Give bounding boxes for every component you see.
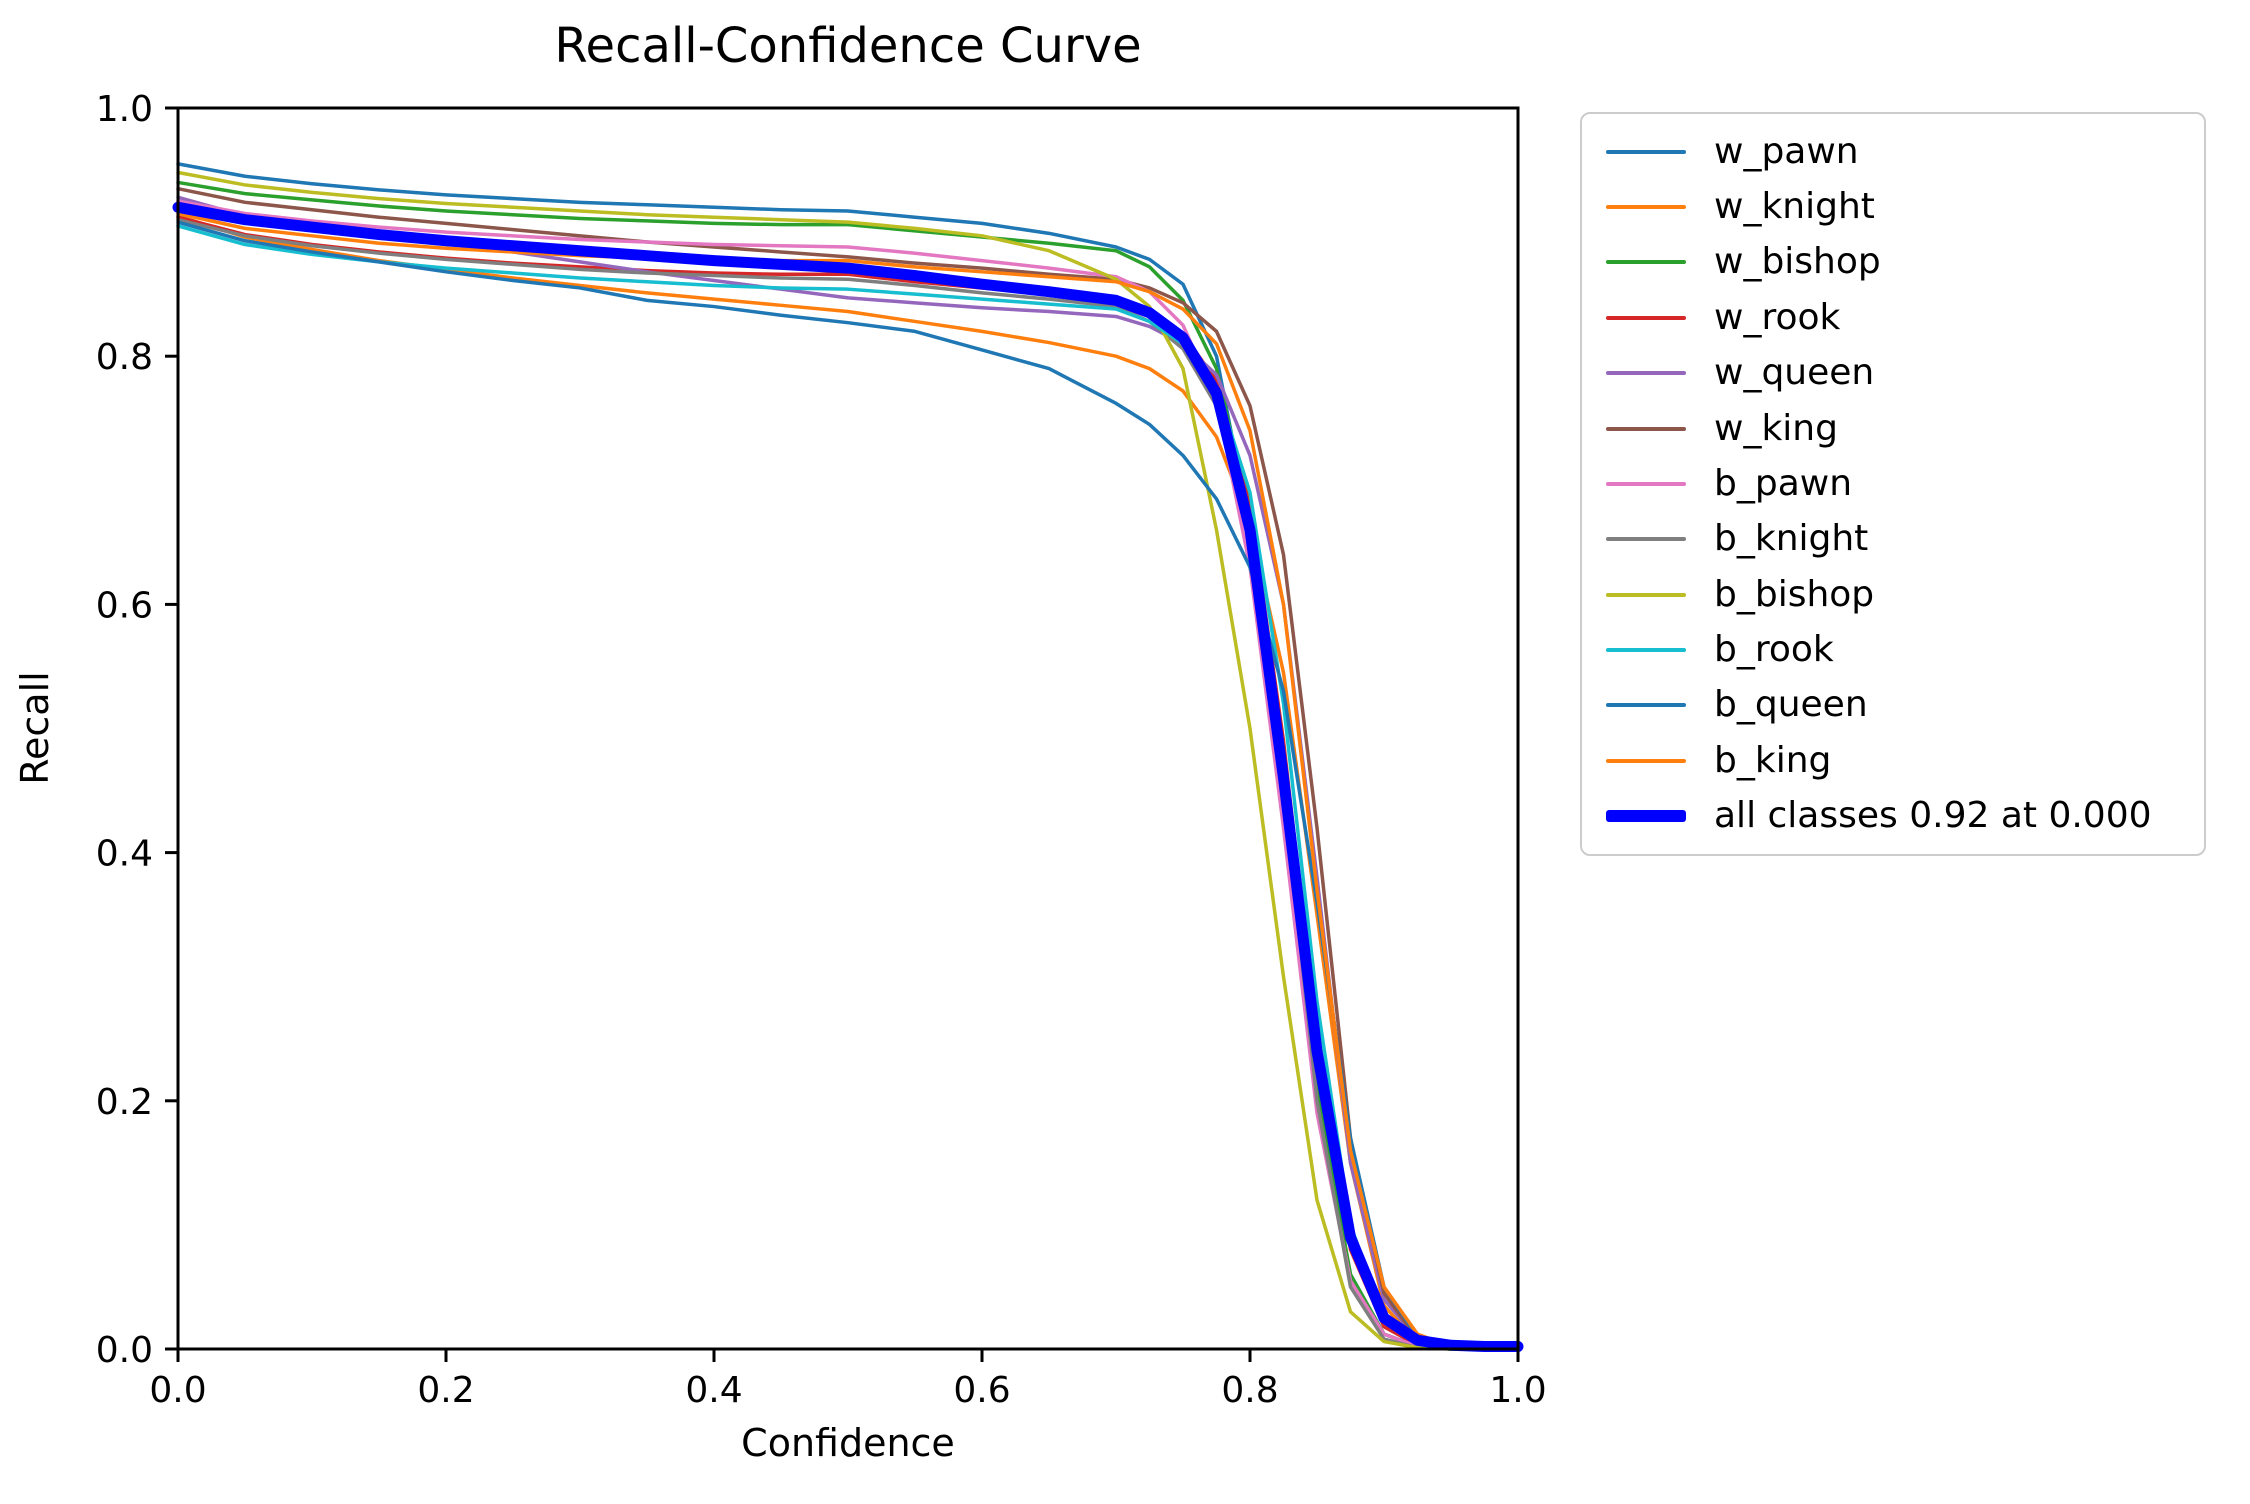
- series-line-b_knight: [176, 217, 1520, 1351]
- legend-item-w_bishop: w_bishop: [1582, 235, 2204, 289]
- legend-label: b_bishop: [1714, 573, 1875, 615]
- legend-item-b_pawn: b_pawn: [1582, 457, 2204, 511]
- x-tick-label: 0.0: [149, 1370, 206, 1411]
- legend: w_pawn w_knight w_bishop w_rook w_queen w_kin…: [1580, 112, 2206, 856]
- x-tick-label: 0.8: [1221, 1370, 1278, 1411]
- legend-item-w_pawn: w_pawn: [1582, 125, 2204, 179]
- legend-swatch: [1606, 149, 1686, 154]
- series-lines: [172, 162, 1524, 1353]
- legend-label: w_queen: [1714, 352, 1875, 394]
- y-tick-label: 0.8: [96, 337, 153, 378]
- legend-swatch: [1606, 371, 1686, 376]
- series-line-all-classes-0-92-at-0-000: [172, 201, 1524, 1353]
- legend-item-b_king: b_king: [1582, 734, 2204, 788]
- legend-swatch: [1606, 810, 1686, 823]
- series-line-w_pawn: [176, 162, 1520, 1351]
- legend-label: b_knight: [1714, 518, 1869, 560]
- x-axis-ticks: 0.0 0.2 0.4 0.6 0.8 1.0: [149, 1349, 1547, 1411]
- legend-item-w_queen: w_queen: [1582, 346, 2204, 400]
- legend-item-w_knight: w_knight: [1582, 180, 2204, 234]
- series-line-w_rook: [176, 215, 1520, 1351]
- y-axis-ticks: 0.0 0.2 0.4 0.6 0.8 1.0: [96, 89, 178, 1371]
- legend-item-b_queen: b_queen: [1582, 678, 2204, 732]
- y-tick-label: 0.2: [96, 1082, 153, 1123]
- legend-label: w_bishop: [1714, 241, 1881, 283]
- series-line-w_bishop: [176, 180, 1520, 1351]
- x-tick-label: 0.2: [417, 1370, 474, 1411]
- legend-item-b_knight: b_knight: [1582, 512, 2204, 566]
- legend-label: b_king: [1714, 739, 1832, 781]
- legend-item-all-classes-0-92-at-0-000: all classes 0.92 at 0.000: [1582, 789, 2204, 843]
- series-line-b_rook: [176, 224, 1520, 1351]
- legend-item-w_rook: w_rook: [1582, 291, 2204, 345]
- series-line-w_queen: [176, 195, 1520, 1351]
- legend-swatch: [1606, 315, 1686, 320]
- legend-label: w_knight: [1714, 186, 1875, 228]
- legend-label: w_king: [1714, 407, 1838, 449]
- y-axis-label: Recall: [13, 671, 57, 784]
- legend-swatch: [1606, 260, 1686, 265]
- series-line-b_queen: [176, 220, 1520, 1351]
- plot-border: [176, 106, 1520, 1351]
- legend-label: w_rook: [1714, 296, 1841, 338]
- legend-item-b_bishop: b_bishop: [1582, 568, 2204, 622]
- legend-swatch: [1606, 426, 1686, 431]
- legend-swatch: [1606, 481, 1686, 486]
- legend-swatch: [1606, 758, 1686, 763]
- legend-label: w_pawn: [1714, 130, 1859, 172]
- x-tick-label: 0.6: [953, 1370, 1010, 1411]
- legend-swatch: [1606, 703, 1686, 708]
- legend-swatch: [1606, 205, 1686, 210]
- series-line-b_king: [176, 211, 1520, 1351]
- legend-label: b_pawn: [1714, 462, 1853, 504]
- legend-swatch: [1606, 537, 1686, 542]
- series-line-b_bishop: [176, 170, 1520, 1351]
- legend-swatch: [1606, 592, 1686, 597]
- x-axis-label: Confidence: [741, 1421, 955, 1465]
- x-tick-label: 1.0: [1489, 1370, 1546, 1411]
- series-line-w_king: [176, 186, 1520, 1351]
- y-tick-label: 1.0: [96, 89, 153, 130]
- y-tick-label: 0.0: [96, 1330, 153, 1371]
- legend-item-b_rook: b_rook: [1582, 623, 2204, 677]
- legend-item-w_king: w_king: [1582, 402, 2204, 456]
- legend-swatch: [1606, 648, 1686, 653]
- legend-label: all classes 0.92 at 0.000: [1714, 795, 2152, 837]
- legend-label: b_queen: [1714, 684, 1868, 726]
- legend-label: b_rook: [1714, 629, 1834, 671]
- series-line-b_pawn: [176, 199, 1520, 1351]
- y-tick-label: 0.6: [96, 585, 153, 626]
- x-tick-label: 0.4: [685, 1370, 742, 1411]
- series-line-w_knight: [176, 214, 1520, 1351]
- y-tick-label: 0.4: [96, 834, 153, 875]
- chart-title: Recall-Confidence Curve: [554, 18, 1141, 74]
